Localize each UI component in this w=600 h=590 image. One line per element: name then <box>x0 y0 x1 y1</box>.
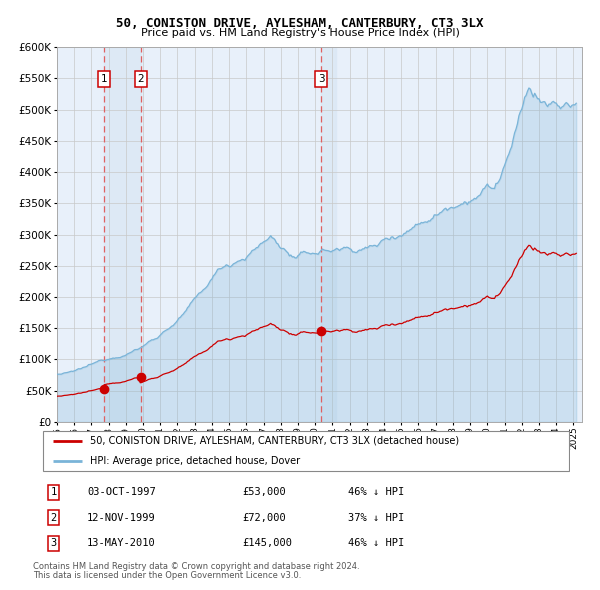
Text: This data is licensed under the Open Government Licence v3.0.: This data is licensed under the Open Gov… <box>33 571 301 579</box>
Text: £145,000: £145,000 <box>242 538 293 548</box>
Text: 13-MAY-2010: 13-MAY-2010 <box>87 538 155 548</box>
Text: Price paid vs. HM Land Registry's House Price Index (HPI): Price paid vs. HM Land Registry's House … <box>140 28 460 38</box>
Text: 12-NOV-1999: 12-NOV-1999 <box>87 513 155 523</box>
Text: 1: 1 <box>101 74 108 84</box>
Text: 2: 2 <box>50 513 57 523</box>
Text: 50, CONISTON DRIVE, AYLESHAM, CANTERBURY, CT3 3LX: 50, CONISTON DRIVE, AYLESHAM, CANTERBURY… <box>116 17 484 30</box>
Text: 50, CONISTON DRIVE, AYLESHAM, CANTERBURY, CT3 3LX (detached house): 50, CONISTON DRIVE, AYLESHAM, CANTERBURY… <box>89 436 458 446</box>
Text: 03-OCT-1997: 03-OCT-1997 <box>87 487 155 497</box>
Text: £53,000: £53,000 <box>242 487 286 497</box>
Bar <box>322 47 336 422</box>
Text: 37% ↓ HPI: 37% ↓ HPI <box>348 513 404 523</box>
Text: HPI: Average price, detached house, Dover: HPI: Average price, detached house, Dove… <box>89 456 299 466</box>
Text: 46% ↓ HPI: 46% ↓ HPI <box>348 487 404 497</box>
Text: 2: 2 <box>137 74 144 84</box>
Text: £72,000: £72,000 <box>242 513 286 523</box>
Bar <box>104 47 141 422</box>
Text: Contains HM Land Registry data © Crown copyright and database right 2024.: Contains HM Land Registry data © Crown c… <box>33 562 359 571</box>
Text: 46% ↓ HPI: 46% ↓ HPI <box>348 538 404 548</box>
Text: 3: 3 <box>50 538 57 548</box>
Text: 3: 3 <box>318 74 325 84</box>
Text: 1: 1 <box>50 487 57 497</box>
FancyBboxPatch shape <box>43 431 569 471</box>
